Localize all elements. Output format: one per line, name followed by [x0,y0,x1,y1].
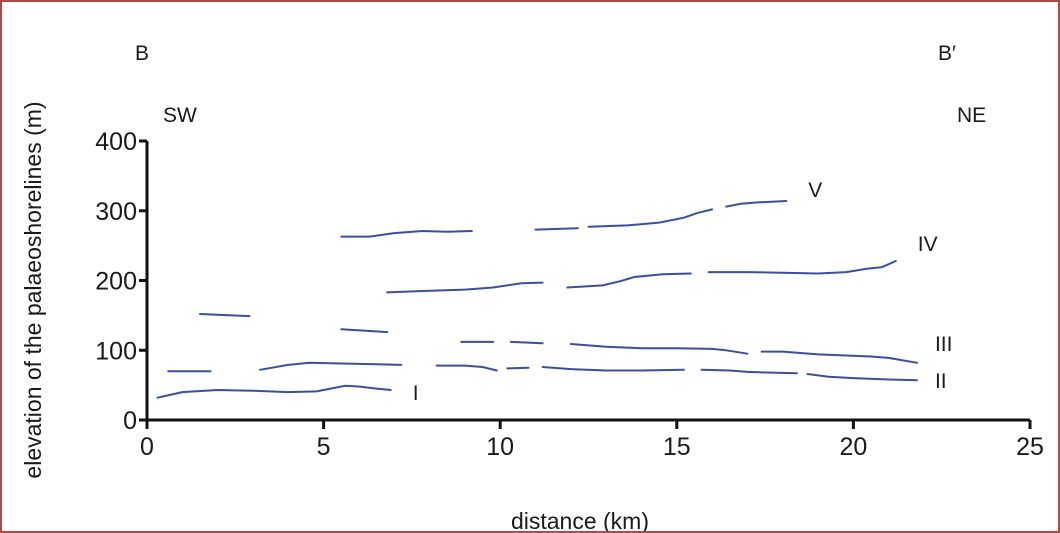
shoreline-segment [587,208,714,228]
top-right-section-label: B′ [938,42,956,65]
y-tick-label: 200 [95,268,137,296]
series-V [340,200,788,238]
series-label-V: V [808,179,822,202]
shoreline-segment [541,366,685,372]
x-axis-title: distance (km) [511,508,649,531]
x-tick-label: 0 [140,433,154,461]
y-axis-title: elevation of the palaeoshorelines (m) [20,101,46,478]
series-label-I: I [413,382,419,405]
y-tick-label: 100 [95,337,137,365]
series-III [199,313,918,364]
shoreline-segment [259,361,403,371]
series-label-IV: IV [918,233,938,256]
top-left-section-label: B [135,42,149,65]
y-tick-label: 300 [95,198,137,226]
series-IV [386,260,897,294]
shoreline-segment [566,272,692,289]
x-tick-label: 20 [839,433,867,461]
series-group [156,200,918,399]
shoreline-segment [760,350,918,364]
x-tick-label: 25 [1016,433,1044,461]
direction-label-ne: NE [957,104,986,127]
x-tick-label: 5 [317,433,331,461]
shoreline-segment [569,343,749,355]
series-label-III: III [935,333,953,356]
axes [139,139,1032,429]
shoreline-segment [725,200,788,208]
shoreline-segment [534,227,579,231]
series-label-II: II [935,370,947,393]
shoreline-segment [199,313,251,318]
tick-labels: 0 100 200 300 400 0 5 10 15 20 25 [95,128,1044,461]
shoreline-segment [340,328,389,334]
shoreline-segment [386,281,544,294]
shoreline-segment [435,364,498,372]
y-tick-label: 0 [123,407,137,435]
shoreline-segment [707,260,897,275]
y-tick-label: 400 [95,128,137,156]
series-I [156,384,392,399]
shoreline-segment [700,368,798,375]
shoreline-segment [806,373,918,382]
shoreline-segment [156,384,392,399]
series-II [167,361,918,382]
direction-label-sw: SW [163,104,197,127]
x-tick-label: 10 [486,433,514,461]
x-tick-label: 15 [663,433,691,461]
shoreline-segment [509,340,544,345]
shoreline-segment [340,230,473,238]
shoreline-segment [506,366,530,370]
